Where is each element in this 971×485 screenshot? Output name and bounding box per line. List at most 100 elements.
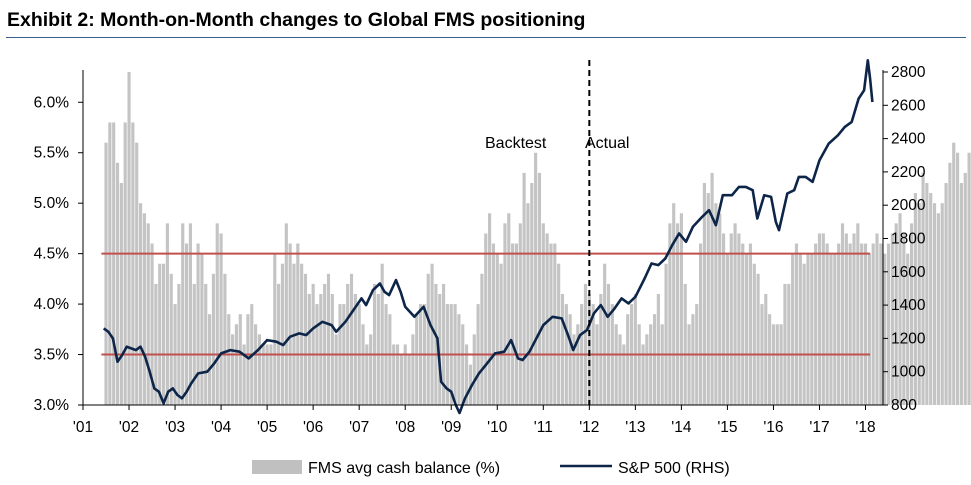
cash-bar [369,334,373,405]
cash-bar [779,324,783,405]
x-tick-label: '10 [487,419,508,436]
right-tick-label: 2200 [891,164,926,181]
cash-bar [514,243,519,405]
cash-bar [108,122,112,405]
cash-bar [223,273,227,405]
cash-bar [242,344,246,405]
cash-bar [787,283,791,405]
cash-bar [699,243,703,405]
legend-bar-swatch [252,460,302,474]
cash-bar [837,243,841,405]
cash-bar [257,334,262,405]
cash-bar [848,243,852,405]
cash-bar [771,324,776,405]
cash-bar [434,283,438,405]
cash-bar [361,324,365,405]
cash-bar [399,354,403,405]
cash-bar [775,324,779,405]
cash-bar [392,344,396,405]
legend: FMS avg cash balance (%) S&P 500 (RHS) [252,460,730,477]
sp500-line [102,58,874,415]
x-tick-label: '13 [625,419,645,436]
cash-bar [952,142,956,405]
cash-bar [645,334,649,405]
cash-bar [948,162,952,405]
cash-bar [814,243,818,405]
cash-bar [507,213,511,405]
cash-bar [303,273,308,405]
right-tick-label: 1200 [891,330,926,347]
cash-bar [503,223,507,405]
axes: 3.0% 3.5% 4.0% 4.5% 5.0% 5.5% 6.0% 800 1000 1200 1… [34,64,926,436]
reference-lines [101,252,871,356]
cash-bar [791,253,795,405]
cash-bar [706,193,710,405]
cash-bar [637,324,641,405]
cash-bar [867,253,871,405]
cash-bar [752,263,756,405]
left-tick-label: 4.0% [34,296,70,313]
cash-bar [326,273,331,405]
cash-bar [488,213,492,405]
cash-bar [219,233,223,405]
cash-bar [557,263,561,405]
cash-bar [875,233,879,405]
x-tick-label: '12 [579,419,599,436]
cash-bar [541,223,545,405]
cash-bar [426,273,430,405]
cash-bar [890,233,894,405]
cash-bar [794,243,799,405]
x-tick-label: '02 [119,419,139,436]
cash-bar [675,223,680,405]
cash-bar [296,243,300,405]
cash-bar [737,233,741,405]
cash-bar [184,243,189,405]
right-tick-label: 800 [891,397,917,414]
cash-bar [599,294,603,405]
cash-bar [265,344,269,405]
cash-bar [714,203,718,405]
cash-bar [277,283,281,405]
cash-bar [518,223,522,405]
cash-bar [319,294,323,405]
cash-bar [177,283,181,405]
right-tick-label: 1600 [891,264,926,281]
cash-bar [468,364,472,405]
cash-bar [603,263,607,405]
cash-bar [537,172,542,405]
cash-bar [798,253,802,405]
cash-bar [595,324,599,405]
cash-bar [388,314,392,405]
cash-bar [902,233,906,405]
left-tick-label: 4.5% [34,246,70,263]
cash-bar [932,203,937,405]
cash-bar [649,324,653,405]
cash-bar [806,253,810,405]
backtest-label: Backtest [485,135,547,152]
cash-bar [963,172,967,405]
cash-bar [284,223,288,405]
cash-bar [246,314,250,405]
cash-bar [825,243,829,405]
cash-bar [104,142,108,405]
cash-bar [530,183,534,405]
cash-bar [376,294,380,405]
cash-bar [925,183,929,405]
cash-bar [415,314,419,405]
cash-bar [346,283,350,405]
left-tick-label: 3.5% [34,347,70,364]
cash-bar [334,334,338,405]
x-tick-label: '01 [73,419,93,436]
left-tick-label: 5.5% [34,145,70,162]
cash-bar [131,122,135,405]
cash-bar [768,314,772,405]
cash-bar [403,344,407,405]
cash-bar [748,243,753,405]
left-tick-label: 5.0% [34,195,70,212]
cash-bar [123,122,127,405]
right-tick-label: 2600 [891,97,926,114]
cash-bar [718,213,722,405]
cash-bar [821,233,825,405]
cash-bar [465,344,469,405]
right-tick-label: 2800 [891,64,926,81]
